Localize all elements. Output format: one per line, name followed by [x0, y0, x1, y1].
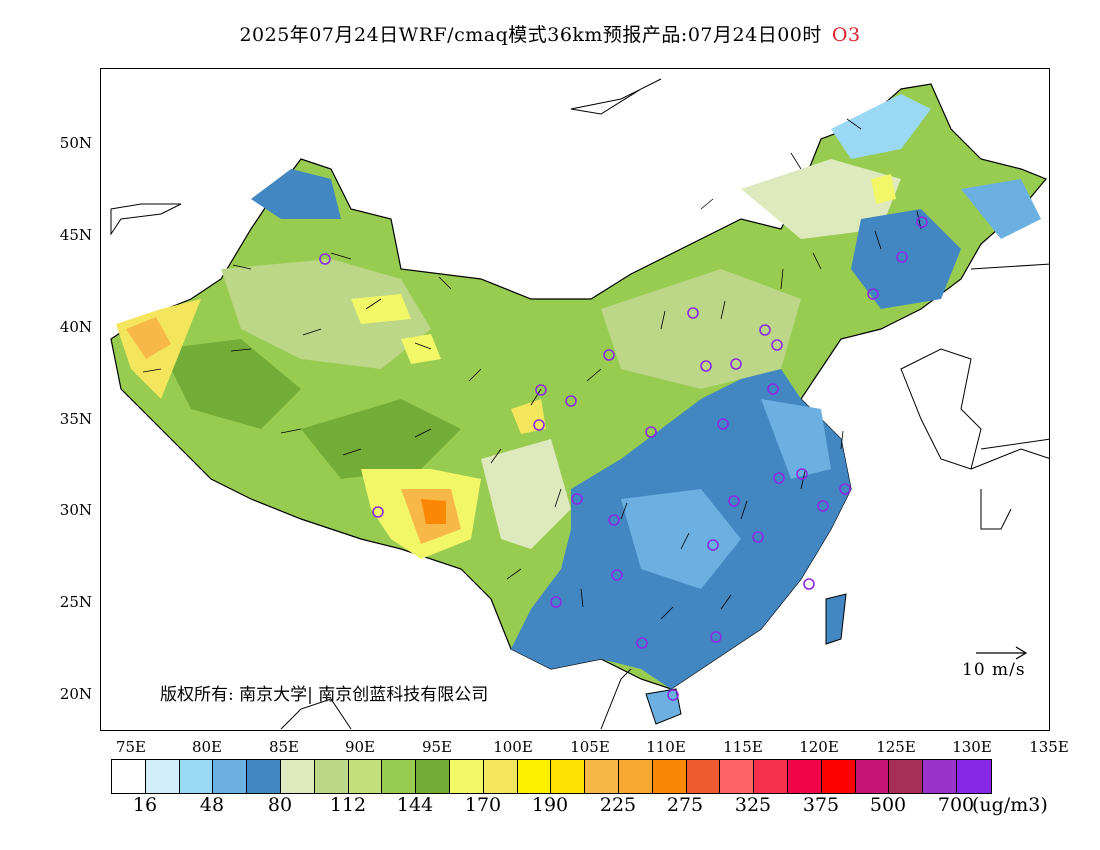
- station-markers: [319, 216, 928, 701]
- ozone-map: [110, 78, 1049, 730]
- colorbar-label: 700: [937, 794, 975, 816]
- colorbar-cell: [652, 760, 687, 793]
- colorbar-cell: [382, 760, 417, 793]
- colorbar-label: 275: [666, 794, 704, 816]
- lon-label: 115E: [723, 738, 763, 756]
- lon-label: 75E: [115, 738, 147, 756]
- colorbar-cell: [449, 760, 484, 793]
- lon-label: 125E: [876, 738, 916, 756]
- lat-label: 35N: [59, 410, 92, 428]
- colorbar-label: 144: [396, 794, 434, 816]
- colorbar-label: 16: [132, 794, 158, 816]
- lon-label: 120E: [799, 738, 839, 756]
- lon-label: 95E: [421, 738, 453, 756]
- lat-label: 30N: [59, 501, 92, 519]
- colorbar-cell: [923, 760, 957, 793]
- colorbar-cell: [348, 760, 383, 793]
- lon-label: 110E: [646, 738, 686, 756]
- colorbar-label: 48: [199, 794, 225, 816]
- colorbar-label: 112: [329, 794, 367, 816]
- lat-label: 50N: [59, 134, 92, 152]
- copyright-text: 版权所有: 南京大学| 南京创蓝科技有限公司: [160, 685, 489, 705]
- colorbar-label: 325: [734, 794, 772, 816]
- colorbar-cell: [821, 760, 856, 793]
- colorbar-cell: [145, 760, 180, 793]
- colorbar-cell: [686, 760, 721, 793]
- colorbar-label: 190: [531, 794, 569, 816]
- colorbar-label: 225: [599, 794, 637, 816]
- wind-scale-label: 10 m/s: [962, 660, 1026, 680]
- colorbar-cell: [213, 760, 248, 793]
- colorbar-cell: [483, 760, 518, 793]
- colorbar-cell: [855, 760, 890, 793]
- map-title: 2025年07月24日WRF/cmaq模式36km预报产品:07月24日00时 O…: [0, 20, 1100, 47]
- colorbar-cell: [280, 760, 315, 793]
- colorbar: [111, 759, 992, 794]
- colorbar-cell: [889, 760, 924, 793]
- colorbar-label: 500: [869, 794, 907, 816]
- map-frame: [100, 68, 1050, 731]
- hainan-island: [645, 688, 682, 725]
- colorbar-cell: [618, 760, 653, 793]
- colorbar-cell: [517, 760, 552, 793]
- lat-label: 25N: [59, 593, 92, 611]
- colorbar-cell: [112, 760, 146, 793]
- lon-label: 130E: [952, 738, 992, 756]
- colorbar-cell: [416, 760, 450, 793]
- colorbar-cell: [787, 760, 822, 793]
- wind-vectors: [142, 118, 922, 620]
- colorbar-cell: [179, 760, 214, 793]
- colorbar-cell: [720, 760, 755, 793]
- lon-label: 90E: [344, 738, 376, 756]
- colorbar-label: 170: [464, 794, 502, 816]
- colorbar-label: 375: [802, 794, 840, 816]
- colorbar-cell: [585, 760, 619, 793]
- lat-label: 40N: [59, 318, 92, 336]
- lon-label: 80E: [191, 738, 223, 756]
- colorbar-cell: [956, 760, 991, 793]
- wind-scale-arrow: [976, 646, 1028, 660]
- title-text: 2025年07月24日WRF/cmaq模式36km预报产品:07月24日00时: [239, 24, 822, 46]
- species-label: O3: [831, 24, 861, 46]
- colorbar-cell: [754, 760, 788, 793]
- colorbar-cell: [314, 760, 349, 793]
- colorbar-cell: [247, 760, 281, 793]
- taiwan-island: [825, 593, 847, 645]
- lat-label: 45N: [59, 226, 92, 244]
- colorbar-unit: (ug/m3): [972, 794, 1048, 816]
- lat-label: 20N: [59, 685, 92, 703]
- colorbar-cell: [551, 760, 586, 793]
- lon-label: 135E: [1029, 738, 1069, 756]
- lon-label: 100E: [493, 738, 533, 756]
- lon-label: 105E: [570, 738, 610, 756]
- lon-label: 85E: [268, 738, 300, 756]
- colorbar-label: 80: [267, 794, 293, 816]
